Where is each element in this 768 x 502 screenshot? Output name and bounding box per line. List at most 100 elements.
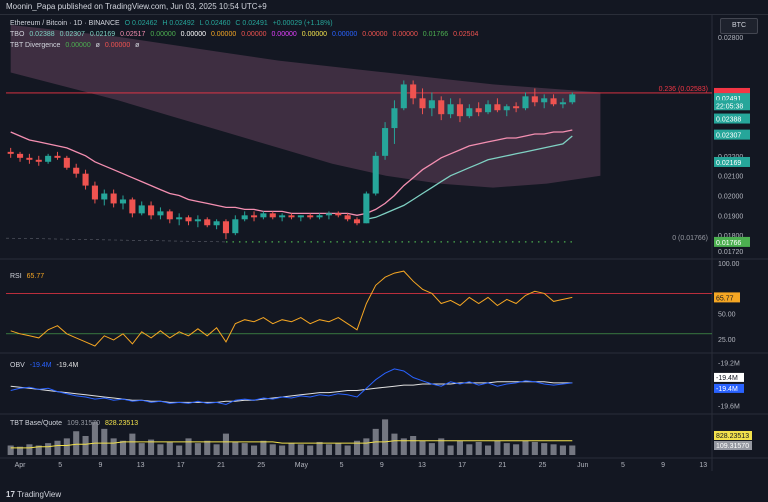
- obv-ma-tag: [714, 372, 744, 382]
- volume-bar: [26, 444, 33, 455]
- volume-bar: [531, 441, 538, 455]
- tradingview-logo[interactable]: 17 TradingView: [6, 488, 61, 502]
- volume-bar: [503, 443, 510, 455]
- candle-body: [26, 157, 33, 160]
- candle-body: [222, 221, 230, 234]
- x-tick-label: 13: [699, 462, 707, 469]
- obv-tag: [714, 383, 744, 393]
- volume-bar: [194, 443, 201, 455]
- candle-body: [569, 94, 576, 103]
- volume-bar: [363, 438, 370, 455]
- candle-body: [138, 205, 145, 214]
- price-label-tag: [714, 93, 750, 104]
- x-tick-label: Apr: [15, 462, 27, 469]
- rsi-tick-label: 50.00: [718, 312, 736, 319]
- tv-logo-text: TradingView: [17, 490, 62, 499]
- candle-body: [410, 84, 417, 99]
- x-tick-label: 9: [98, 462, 102, 469]
- x-tick-label: 9: [661, 462, 665, 469]
- fib-annotation-0: 0.236 (0.02583): [659, 86, 708, 93]
- rsi-line: [10, 270, 573, 347]
- vol-tag: [714, 441, 752, 450]
- volume-bar: [91, 421, 98, 455]
- obv-ma-line: [10, 381, 573, 403]
- volume-ma-line: [10, 440, 573, 449]
- price-label-tag: [714, 129, 750, 140]
- footer: 17 TradingView: [0, 488, 768, 502]
- candle-body: [157, 211, 164, 216]
- candle-body: [419, 98, 426, 109]
- tbo-v6: 0.00000: [180, 31, 206, 38]
- rsi-tick-label: 100.00: [718, 261, 740, 268]
- volume-bar: [54, 440, 61, 455]
- volume-bar: [279, 445, 286, 455]
- candle-body: [250, 215, 258, 218]
- chart-canvas[interactable]: 0.236 (0.02583)0 (0.01766)0.028000.02400…: [0, 15, 768, 489]
- x-tick-label: 9: [380, 462, 384, 469]
- price-label-text: 0.02307: [716, 133, 741, 140]
- volume-bar: [428, 443, 435, 455]
- vol-ma-tag: [714, 431, 752, 440]
- tbo-v5: 0.00000: [150, 31, 176, 38]
- price-label-tag: [714, 236, 750, 247]
- volume-bar: [232, 441, 239, 455]
- tbt-div-v2: ø: [95, 42, 100, 49]
- rsi-value-tag: [714, 292, 740, 303]
- tbt-div-v4: ø: [135, 42, 140, 49]
- volume-bar: [269, 444, 276, 455]
- tbo-v4: 0.02517: [120, 31, 146, 38]
- trend-dashed-line: [5, 237, 226, 243]
- candle-body: [372, 155, 379, 194]
- x-tick-label: 13: [418, 462, 426, 469]
- candle-body: [428, 100, 435, 109]
- candle-body: [466, 108, 473, 117]
- candle-body: [166, 211, 173, 220]
- candle-body: [194, 219, 201, 222]
- candle-body: [54, 155, 61, 158]
- candle-body: [550, 98, 557, 105]
- candle-body: [279, 215, 286, 218]
- legend-symbol: Ethereum / Bitcoin · 1D · BINANCE: [10, 20, 120, 27]
- volume-bar: [148, 439, 155, 455]
- volume-bar: [204, 440, 211, 455]
- volume-bar: [16, 446, 24, 455]
- cloud-band: [10, 24, 601, 188]
- x-tick-label: 5: [58, 462, 62, 469]
- main-legend: Ethereum / Bitcoin · 1D · BINANCE O 0.02…: [10, 19, 336, 29]
- obv-tick-label: -19.2M: [718, 360, 740, 367]
- volume-bar: [466, 444, 473, 455]
- volume-bar: [157, 444, 164, 455]
- obv-ma-tag-text: -19.4M: [716, 375, 738, 382]
- candle-body: [522, 96, 529, 109]
- candle-body: [148, 205, 155, 216]
- tbo-v7: 0.00000: [210, 31, 237, 38]
- volume-bar: [438, 438, 445, 455]
- volume-bar: [45, 443, 52, 455]
- legend-change: +0.00029 (+1.18%): [272, 20, 333, 27]
- candle-body: [204, 219, 211, 226]
- candle-body: [176, 217, 183, 220]
- volume-bar: [35, 445, 42, 455]
- candle-body: [119, 199, 127, 204]
- candle-body: [541, 98, 548, 103]
- candle-body: [484, 104, 492, 113]
- candle-body: [82, 173, 89, 186]
- tbt-bq-v1: 109.31570: [66, 420, 101, 427]
- volume-bar: [325, 444, 332, 455]
- candle-body: [559, 102, 566, 105]
- candle-body: [475, 108, 482, 113]
- volume-bar: [260, 440, 267, 455]
- tbo-v14: 0.01766: [422, 31, 449, 38]
- volume-bar: [138, 443, 145, 455]
- volume-bar: [250, 445, 258, 455]
- tbt-div-label: TBT Divergence: [10, 42, 61, 49]
- compare-symbol-button[interactable]: BTC: [720, 18, 758, 34]
- obv-value: -19.4M: [29, 362, 52, 369]
- candle-body: [391, 108, 398, 129]
- chart-frame[interactable]: 0.236 (0.02583)0 (0.01766)0.028000.02400…: [0, 14, 768, 489]
- rsi-label: RSI: [10, 273, 22, 280]
- volume-bar: [447, 445, 454, 455]
- tbo-v3: 0.02169: [89, 31, 116, 38]
- x-tick-label: 5: [621, 462, 625, 469]
- x-tick-label: 13: [137, 462, 145, 469]
